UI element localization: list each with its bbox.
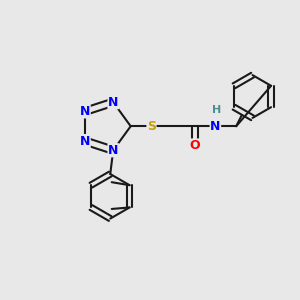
- Text: S: S: [147, 120, 156, 133]
- Text: N: N: [108, 144, 119, 157]
- Text: H: H: [212, 105, 221, 115]
- Text: N: N: [108, 96, 119, 109]
- Text: N: N: [80, 105, 90, 118]
- Text: N: N: [80, 135, 90, 148]
- Text: N: N: [210, 120, 220, 133]
- Text: O: O: [189, 139, 200, 152]
